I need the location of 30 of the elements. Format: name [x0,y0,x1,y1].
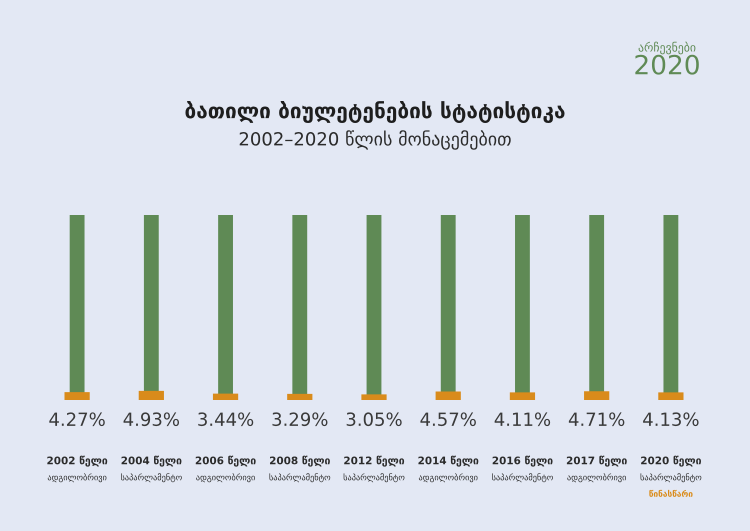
x-tick-label: 2020 წელი საპარლამენტო წინასწარი [640,456,702,497]
bar [138,390,164,400]
bar [510,392,536,400]
data-label: 3.29% [272,412,328,426]
chart-title: ბათილი ბიულეტენების სტატისტიკა [185,101,565,123]
bar [361,394,387,400]
data-label: 3.44% [198,412,254,426]
data-label: 4.11% [494,412,550,426]
data-label: 3.05% [346,412,402,426]
bar [64,392,90,400]
x-tick-label: 2008 წელი საპარლამენტო [269,456,330,482]
data-label: 4.93% [124,412,180,426]
bar [658,392,684,400]
x-tick-label: 2002 წელი ადგილობრივი [47,456,108,482]
data-label: 4.57% [420,412,476,426]
data-label: 4.71% [568,412,624,426]
x-tick-label: 2004 წელი საპარლამენტო [120,456,182,482]
bar [212,394,238,400]
x-tick-label: 2006 წელი ადგილობრივი [196,456,256,482]
text: არჩევნები 2020 [635,42,699,75]
data-label: 4.27% [49,412,105,426]
x-tick-label: 2016 წელი საპარლამენტო [492,456,553,482]
bar [436,392,461,400]
x-tick-label: 2017 წელი ადგილობრივი [566,456,627,482]
bar [287,394,312,400]
x-tick-label: 2014 წელი ადგილობრივი [418,456,478,482]
bar [584,391,610,400]
x-tick-label: 2012 წელი საპარლამენტო [344,456,404,482]
data-label: 4.13% [643,412,699,426]
chart-subtitle: 2002–2020 წლის მონაცემებით [240,130,511,150]
